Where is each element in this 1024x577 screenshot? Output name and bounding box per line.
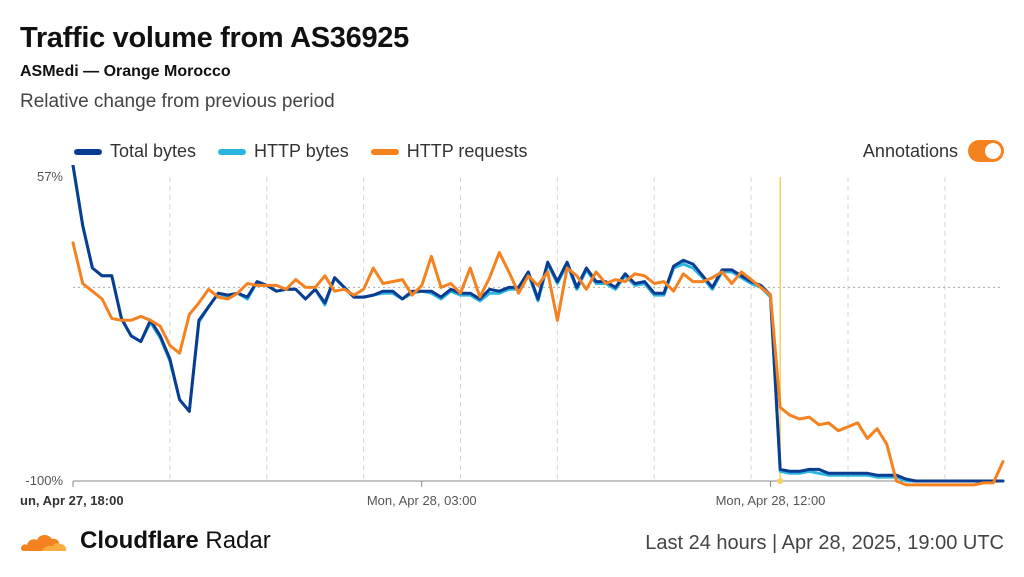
cloudflare-radar-logo[interactable]: Cloudflare Radar <box>20 527 271 555</box>
x-tick-label: un, Apr 27, 18:00 <box>20 493 124 508</box>
legend-swatch-http-bytes <box>218 148 247 155</box>
brand-name: Cloudflare Radar <box>80 527 271 555</box>
legend: Total bytes HTTP bytes HTTP requests <box>74 141 527 162</box>
series-line-http-bytes <box>71 165 1005 483</box>
legend-item-http-requests[interactable]: HTTP requests <box>370 141 528 162</box>
annotations-toggle[interactable] <box>968 140 1004 162</box>
chart-subtitle: ASMedi — Orange Morocco <box>20 63 231 80</box>
y-tick-label: 57% <box>37 169 63 184</box>
legend-item-total-bytes[interactable]: Total bytes <box>74 141 196 162</box>
annotations-label: Annotations <box>862 140 958 161</box>
time-range: Last 24 hours | Apr 28, 2025, 19:00 UTC <box>645 532 1004 554</box>
legend-item-http-bytes[interactable]: HTTP bytes <box>218 141 349 162</box>
series-line-total-bytes <box>71 165 1005 483</box>
legend-swatch-total-bytes <box>74 148 102 155</box>
line-chart: 57% -100% un, Apr 27, 18:00 Mon, Apr 28, 03… <box>20 165 1005 508</box>
chart-description: Relative change from previous period <box>20 91 335 112</box>
cloudflare-cloud-icon <box>20 534 67 551</box>
legend-label-total-bytes: Total bytes <box>110 141 197 161</box>
annotation-dot <box>777 478 784 484</box>
legend-label-http-bytes: HTTP bytes <box>254 141 349 161</box>
x-tick-label: Mon, Apr 28, 12:00 <box>716 493 826 508</box>
y-tick-label: -100% <box>25 473 63 488</box>
toggle-knob <box>985 143 1001 159</box>
x-tick-label: Mon, Apr 28, 03:00 <box>367 493 477 508</box>
chart-title: Traffic volume from AS36925 <box>20 22 409 54</box>
brand-bold: Cloudflare <box>80 527 199 554</box>
legend-swatch-http-requests <box>370 148 399 155</box>
series-line-http-requests <box>71 241 1005 487</box>
annotations-control: Annotations <box>863 140 1004 162</box>
brand-light: Radar <box>198 527 271 554</box>
legend-label-http-requests: HTTP requests <box>406 141 528 161</box>
